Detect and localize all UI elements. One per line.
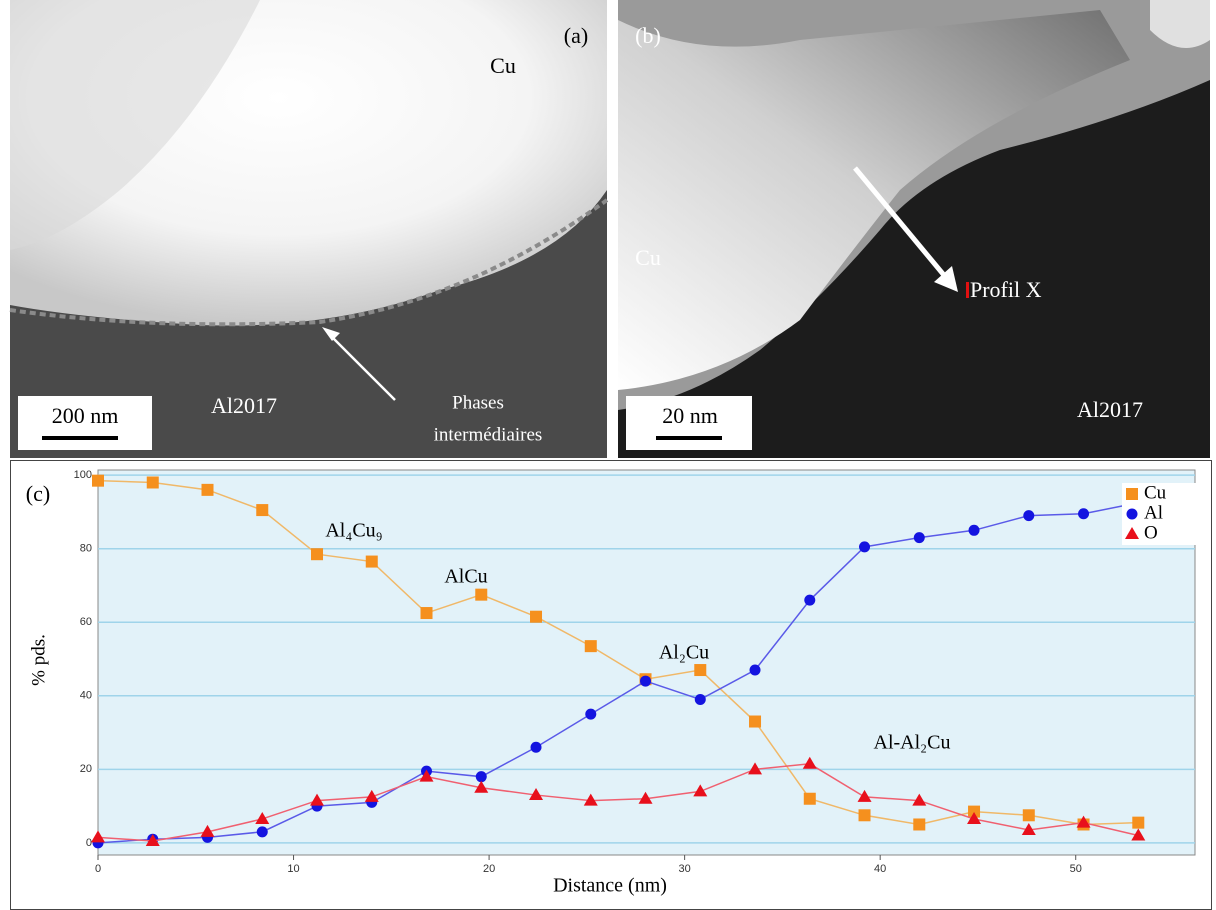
marker bbox=[475, 588, 488, 601]
marker bbox=[583, 793, 598, 806]
panel-label: (c) bbox=[26, 481, 50, 506]
marker bbox=[145, 834, 160, 847]
series-line bbox=[97, 501, 1139, 844]
x-tick-label: 50 bbox=[1070, 863, 1082, 875]
marker bbox=[365, 555, 378, 568]
marker bbox=[913, 818, 926, 831]
arrow-label: intermédiaires bbox=[434, 424, 543, 445]
legend-label: Al bbox=[1144, 502, 1163, 523]
panel-label: (a) bbox=[564, 23, 588, 48]
marker bbox=[638, 791, 653, 804]
marker bbox=[804, 594, 816, 606]
plot-area bbox=[97, 469, 1196, 856]
marker bbox=[857, 789, 872, 802]
marker bbox=[529, 788, 544, 801]
x-axis-label: Distance (nm) bbox=[553, 875, 667, 897]
marker bbox=[256, 826, 268, 838]
marker bbox=[913, 532, 925, 544]
marker bbox=[967, 811, 982, 824]
marker bbox=[310, 793, 325, 806]
annotation: AlCu bbox=[444, 566, 487, 588]
marker bbox=[859, 541, 871, 553]
x-tick-label: 20 bbox=[483, 863, 495, 875]
marker bbox=[749, 664, 761, 676]
panel-label: (b) bbox=[635, 23, 661, 48]
legend-label: Cu bbox=[1144, 482, 1167, 503]
x-tick-label: 10 bbox=[287, 863, 299, 875]
phase-label: Cu bbox=[490, 53, 516, 78]
chart: 0 20 40 60 80 100 0 10 20 30 40 50 Distance (nm) % pd… bbox=[26, 469, 1210, 897]
marker bbox=[1132, 816, 1145, 829]
scale-label: 200 nm bbox=[52, 403, 119, 428]
marker bbox=[200, 824, 215, 837]
marker bbox=[91, 830, 105, 843]
marker bbox=[1131, 828, 1146, 841]
x-tick-label: 30 bbox=[679, 863, 691, 875]
marker bbox=[585, 708, 597, 720]
marker bbox=[1076, 815, 1091, 828]
marker bbox=[420, 607, 433, 620]
marker bbox=[256, 504, 269, 517]
y-tick-label: 20 bbox=[80, 763, 92, 775]
legend-swatch bbox=[1126, 488, 1138, 500]
legend-marker bbox=[1125, 527, 1139, 539]
annotation: Al₄Cu₉ bbox=[325, 520, 382, 542]
marker bbox=[146, 476, 159, 489]
marker bbox=[1022, 809, 1035, 822]
series-line bbox=[97, 479, 1139, 826]
legend-label: O bbox=[1144, 522, 1158, 543]
marker bbox=[255, 811, 270, 824]
marker bbox=[475, 771, 487, 783]
marker bbox=[419, 769, 434, 782]
annotation: Al₂Cu bbox=[659, 642, 709, 664]
marker bbox=[748, 762, 763, 775]
arrow-label: Phases bbox=[452, 392, 504, 413]
legend-swatch bbox=[1126, 508, 1138, 520]
marker bbox=[640, 675, 652, 687]
marker bbox=[694, 664, 707, 677]
marker bbox=[1021, 822, 1036, 835]
y-tick-label: 80 bbox=[80, 543, 92, 555]
legend-marker bbox=[1126, 488, 1138, 500]
micrograph-b bbox=[618, 0, 1210, 458]
x-tick-label: 0 bbox=[95, 863, 101, 875]
marker bbox=[802, 756, 817, 769]
scale-label: 20 nm bbox=[662, 403, 718, 428]
series-line bbox=[97, 763, 1139, 842]
marker bbox=[474, 780, 489, 793]
marker bbox=[201, 483, 214, 496]
legend-swatch bbox=[1125, 527, 1139, 539]
y-tick-label: 60 bbox=[80, 616, 92, 628]
matrix-label: Al2017 bbox=[211, 393, 277, 418]
marker bbox=[92, 474, 104, 487]
y-tick-label: 40 bbox=[80, 690, 92, 702]
arrow-label: Profil X bbox=[970, 277, 1042, 302]
marker bbox=[1023, 510, 1035, 522]
y-tick-label: 100 bbox=[74, 469, 92, 481]
phase-label: Cu bbox=[635, 245, 661, 270]
marker bbox=[694, 693, 706, 705]
marker bbox=[968, 805, 981, 818]
annotation: Al-Al₂Cu bbox=[874, 732, 951, 754]
micrograph-a bbox=[9, 0, 609, 458]
legend-marker bbox=[1126, 508, 1138, 520]
marker bbox=[968, 524, 980, 536]
marker bbox=[858, 809, 871, 822]
marker bbox=[530, 610, 543, 623]
marker bbox=[364, 789, 379, 802]
marker bbox=[1078, 508, 1090, 520]
marker bbox=[693, 784, 708, 797]
marker bbox=[530, 741, 542, 753]
x-tick-label: 40 bbox=[874, 863, 886, 875]
y-tick-label: 0 bbox=[86, 837, 92, 849]
marker bbox=[311, 548, 324, 561]
marker bbox=[584, 640, 597, 653]
marker bbox=[749, 715, 762, 728]
marker bbox=[803, 792, 816, 805]
marker bbox=[912, 793, 927, 806]
matrix-label: Al2017 bbox=[1077, 397, 1143, 422]
y-axis-label: % pds. bbox=[28, 634, 49, 686]
